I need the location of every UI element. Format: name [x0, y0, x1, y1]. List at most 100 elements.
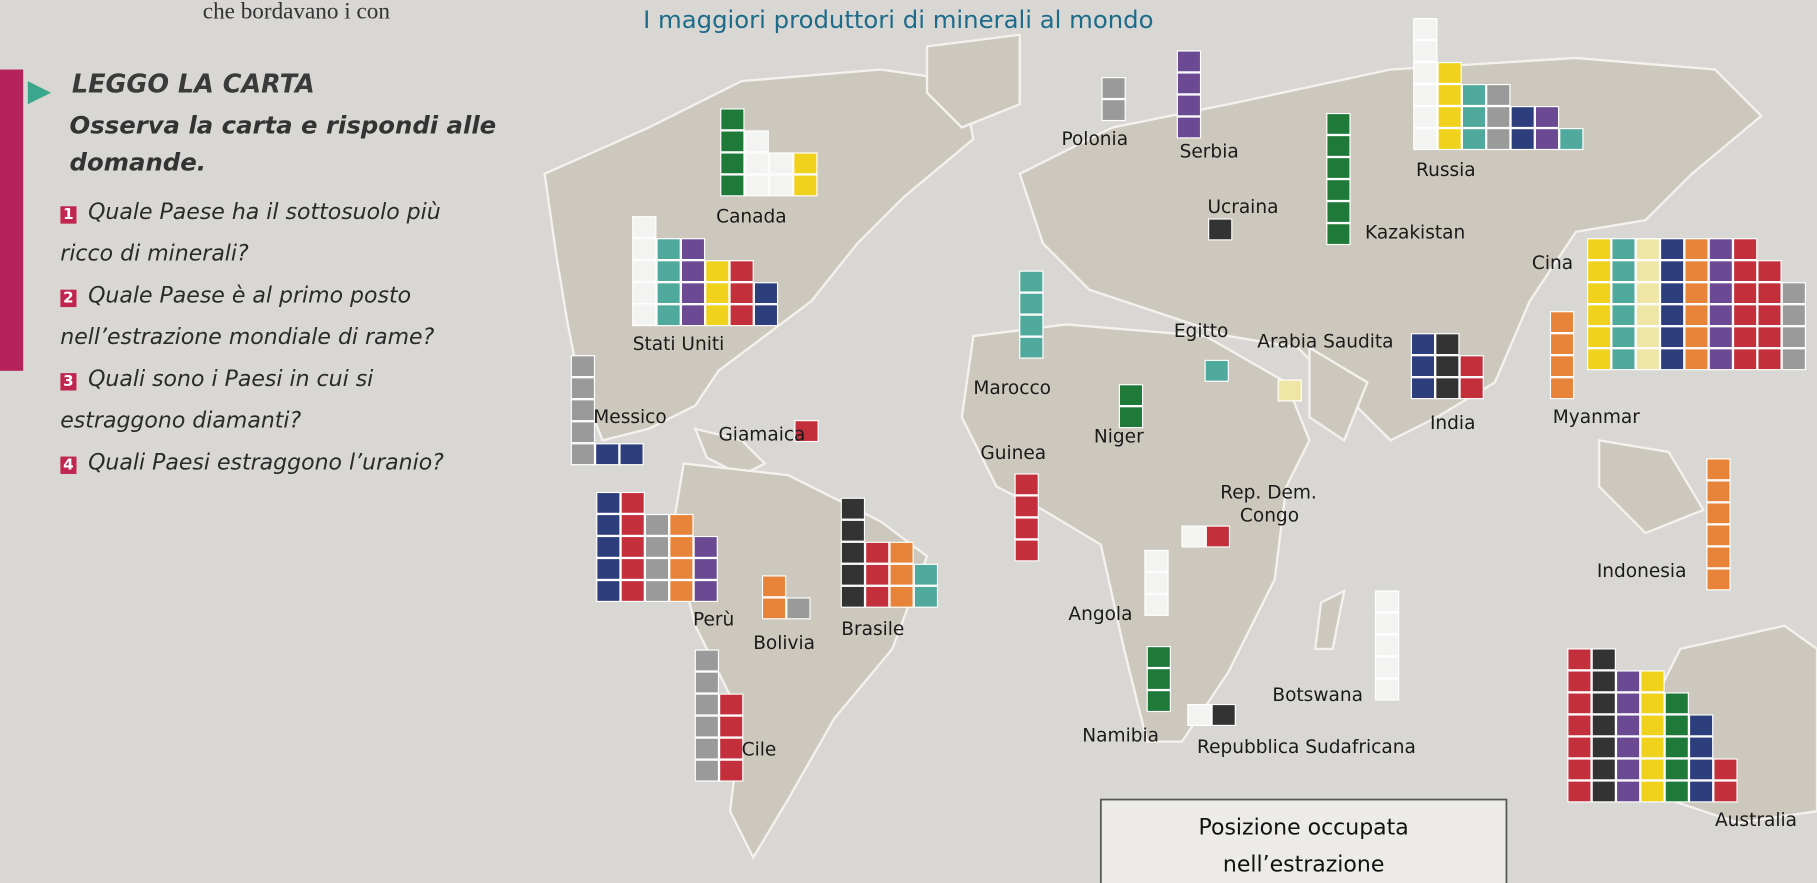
block [1435, 377, 1460, 400]
block [632, 260, 657, 283]
block [1437, 106, 1462, 129]
block [1486, 84, 1511, 107]
block [1708, 326, 1733, 349]
label-line: Congo [1240, 505, 1299, 526]
question: 3 Quali sono i Paesi in cui si estraggono… [60, 358, 489, 441]
block [719, 715, 744, 738]
country-labels: Canada Stati Uniti Messico Giamaica Perù Boli… [593, 129, 1797, 831]
block [1732, 238, 1758, 261]
block [1615, 736, 1641, 759]
block [1549, 355, 1575, 378]
block [1684, 304, 1709, 327]
block [1413, 128, 1438, 151]
block [1435, 333, 1460, 356]
block [1461, 106, 1487, 129]
block [1176, 50, 1202, 73]
block [1611, 260, 1636, 283]
country-label: Niger [1094, 427, 1144, 448]
block [1713, 758, 1738, 781]
block [570, 377, 596, 400]
legend-box [1099, 798, 1508, 883]
block [1684, 282, 1709, 305]
block [1567, 714, 1592, 737]
country-label: Myanmar [1553, 407, 1640, 428]
block [1459, 377, 1484, 400]
block [719, 759, 744, 782]
block [1413, 61, 1438, 85]
block [694, 715, 720, 738]
block [1567, 780, 1592, 803]
legend-title: Posizione occupata [1199, 815, 1409, 840]
block [1640, 714, 1665, 737]
block [1187, 703, 1212, 726]
question: 1 Quale Paese ha il sottosuolo più ricco … [60, 191, 489, 274]
block [1781, 282, 1806, 305]
block [1461, 84, 1487, 107]
block [1635, 326, 1660, 349]
block [1591, 648, 1616, 671]
block [1176, 94, 1202, 117]
block [1019, 270, 1044, 293]
block [913, 563, 939, 586]
block [1635, 348, 1660, 371]
block [1326, 223, 1351, 246]
block [720, 152, 745, 175]
block [1713, 780, 1738, 803]
block [1615, 670, 1641, 693]
block [1615, 714, 1641, 737]
block [1708, 260, 1733, 283]
block [570, 399, 596, 422]
block [768, 152, 794, 175]
block [1664, 736, 1689, 759]
block [719, 737, 744, 760]
block [632, 216, 657, 239]
block [1410, 333, 1436, 356]
block [570, 421, 596, 444]
block [1374, 656, 1400, 679]
block [1757, 326, 1782, 349]
country-label: Rep. Dem. Congo [1220, 482, 1317, 526]
block [669, 513, 694, 536]
block [1586, 326, 1612, 349]
block [1659, 282, 1685, 305]
header-fragment: che bordavano i con [203, 0, 391, 25]
block [1635, 238, 1660, 261]
continents [543, 33, 1817, 860]
block [1684, 348, 1709, 371]
block [1459, 355, 1484, 378]
block [1437, 61, 1462, 85]
block [1374, 612, 1400, 635]
block [1118, 384, 1144, 407]
block [840, 541, 866, 564]
question-text: Quale Paese è al primo posto nell’estraz… [60, 282, 435, 350]
block [1510, 106, 1535, 129]
block [1205, 525, 1231, 548]
block [1781, 304, 1806, 327]
block [865, 563, 890, 586]
instruction-box: Osserva la carta e rispondi alle domande… [70, 111, 497, 176]
block [1435, 355, 1460, 378]
block [720, 108, 745, 131]
block [1534, 128, 1560, 151]
block [669, 535, 694, 558]
block [786, 597, 811, 620]
block [1688, 714, 1714, 737]
block [1019, 292, 1044, 315]
block [1664, 714, 1689, 737]
block [1413, 39, 1438, 62]
block [1410, 377, 1436, 400]
block [1732, 304, 1758, 327]
block [693, 557, 718, 580]
block [1567, 758, 1592, 781]
block [1591, 670, 1616, 693]
block [596, 557, 621, 580]
map-title: I maggiori produttori di minerali al mon… [643, 5, 1153, 34]
country-label: Angola [1068, 604, 1132, 625]
block [1277, 379, 1302, 402]
question: 4 Quali Paesi estraggono l’uranio? [60, 442, 489, 484]
block [1567, 648, 1592, 671]
block [596, 513, 621, 536]
block [1706, 480, 1731, 503]
block [1176, 72, 1202, 95]
